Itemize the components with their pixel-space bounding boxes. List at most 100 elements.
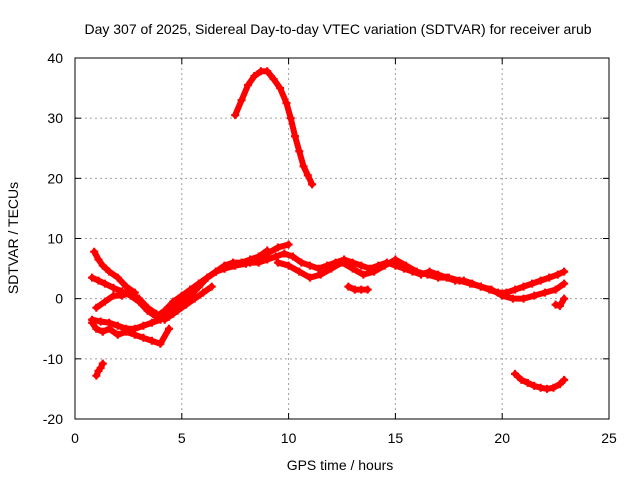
data-point — [536, 383, 545, 392]
data-point — [308, 180, 317, 189]
data-point — [113, 273, 122, 282]
data-point — [466, 279, 475, 288]
y-tick-label: 20 — [47, 170, 63, 186]
data-point — [92, 371, 101, 380]
grid — [75, 58, 609, 419]
data-point — [280, 249, 289, 258]
data-point — [284, 240, 293, 249]
data-point — [555, 380, 564, 389]
data-point — [92, 324, 101, 333]
data-point — [263, 246, 272, 255]
data-point — [423, 270, 432, 279]
data-point — [295, 147, 304, 156]
data-point — [237, 258, 246, 267]
data-point — [530, 381, 539, 390]
data-point — [203, 273, 212, 282]
data-point — [105, 267, 114, 276]
data-point — [160, 315, 169, 324]
data-point — [476, 282, 485, 291]
data-point — [229, 258, 238, 267]
data-point — [511, 285, 520, 294]
data-point — [254, 258, 263, 267]
data-point — [130, 324, 139, 333]
data-point — [88, 315, 97, 324]
data-point — [357, 261, 366, 270]
chart-title: Day 307 of 2025, Sidereal Day-to-day VTE… — [84, 21, 591, 37]
y-axis-label: SDTVAR / TECUs — [5, 182, 21, 294]
data-point — [370, 267, 379, 276]
data-point — [113, 321, 122, 330]
x-tick-label: 15 — [388, 430, 404, 446]
data-point — [211, 267, 220, 276]
series-arc-b — [90, 247, 139, 297]
data-point — [105, 318, 114, 327]
data-point — [536, 276, 545, 285]
data-point — [402, 261, 411, 270]
data-point — [276, 84, 285, 93]
data-point — [96, 363, 105, 372]
data-point — [528, 279, 537, 288]
series-arc-high — [231, 67, 317, 189]
data-point — [560, 375, 569, 384]
data-point — [543, 384, 552, 393]
y-tick-label: -20 — [43, 411, 63, 427]
data-point — [316, 270, 325, 279]
data-point — [540, 288, 549, 297]
data-point — [344, 282, 353, 291]
data-point — [207, 282, 216, 291]
x-tick-label: 5 — [178, 430, 186, 446]
data-point — [327, 264, 336, 273]
data-point — [94, 255, 103, 264]
data-point — [113, 330, 122, 339]
data-point — [560, 267, 569, 276]
data-point — [295, 267, 304, 276]
data-point — [380, 261, 389, 270]
data-point — [109, 291, 118, 300]
y-tick-label: -10 — [43, 351, 63, 367]
data-point — [273, 243, 282, 252]
data-point — [305, 273, 314, 282]
data-point — [291, 132, 300, 141]
data-point — [523, 378, 532, 387]
x-tick-label: 20 — [494, 430, 510, 446]
data-point — [194, 279, 203, 288]
data-point — [297, 258, 306, 267]
data-point — [444, 273, 453, 282]
data-point — [282, 99, 291, 108]
data-point — [160, 306, 169, 315]
data-point — [359, 270, 368, 279]
series-arc-i — [92, 359, 107, 380]
data-point — [237, 96, 246, 105]
data-point — [263, 67, 272, 76]
data-point — [122, 282, 131, 291]
data-point — [231, 111, 240, 120]
data-point — [135, 294, 144, 303]
data-point — [244, 81, 253, 90]
data-point — [90, 247, 99, 256]
data-point — [314, 264, 323, 273]
data-point — [177, 291, 186, 300]
data-point — [498, 291, 507, 300]
data-point — [98, 261, 107, 270]
series-trace — [274, 256, 568, 302]
data-point — [348, 264, 357, 273]
data-point — [299, 162, 308, 171]
data-point — [117, 291, 126, 300]
data-point — [100, 279, 109, 288]
axis-ticks: 0 5 10 15 20 25 -20 -10 0 10 20 30 40 — [43, 50, 617, 446]
series-arc-k — [551, 294, 569, 310]
data-point — [487, 285, 496, 294]
data-point — [147, 336, 156, 345]
data-point — [98, 327, 107, 336]
data-point — [305, 261, 314, 270]
y-tick-label: 30 — [47, 110, 63, 126]
data-point — [92, 303, 101, 312]
series-arc-j — [511, 369, 569, 393]
data-point — [519, 294, 528, 303]
data-point — [273, 258, 282, 267]
data-point — [177, 300, 186, 309]
data-point — [412, 267, 421, 276]
data-point — [156, 339, 165, 348]
data-point — [286, 114, 295, 123]
